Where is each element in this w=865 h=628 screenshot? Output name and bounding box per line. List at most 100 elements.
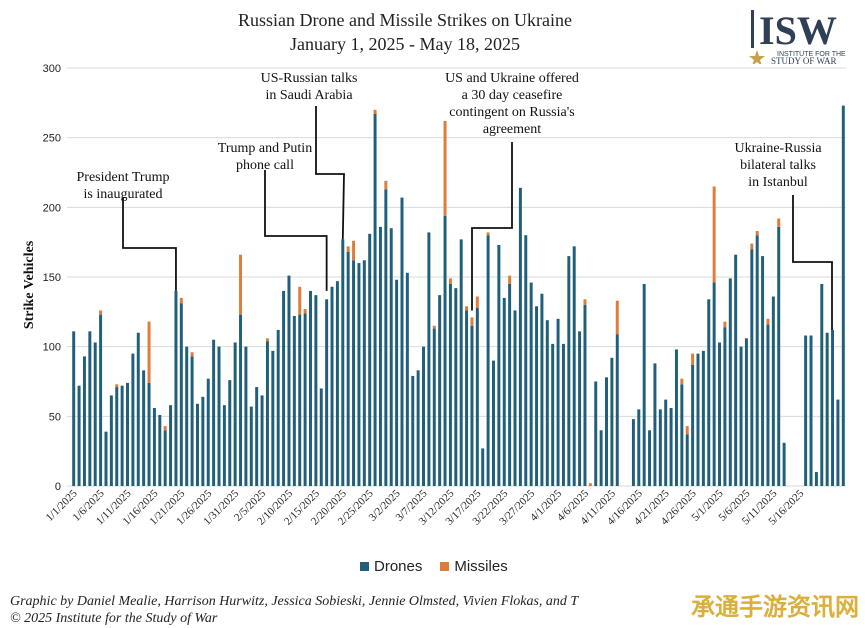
bar-drones bbox=[492, 360, 495, 486]
bar-missiles bbox=[723, 321, 727, 328]
bar-drones bbox=[298, 314, 302, 486]
bar-drones bbox=[631, 419, 635, 486]
y-tick-label: 200 bbox=[43, 202, 61, 214]
bar-drones bbox=[744, 338, 748, 486]
bar-missiles bbox=[298, 286, 302, 315]
logo-main-text: ISW bbox=[759, 8, 837, 53]
bar-drones bbox=[653, 363, 657, 486]
chart-title: Russian Drone and Missile Strikes on Ukr… bbox=[0, 8, 810, 56]
bar-missiles bbox=[685, 426, 689, 435]
bar-missiles bbox=[373, 109, 377, 114]
bar-drones bbox=[674, 349, 678, 486]
bar-drones bbox=[664, 399, 668, 486]
bar-drones bbox=[292, 316, 296, 486]
bar-drones bbox=[276, 329, 280, 486]
bar-drones bbox=[718, 342, 722, 486]
bar-drones bbox=[427, 232, 431, 486]
bar-drones bbox=[475, 307, 479, 486]
bar-drones bbox=[701, 350, 705, 486]
bar-drones bbox=[578, 331, 582, 486]
bar-drones bbox=[508, 283, 512, 486]
bar-drones bbox=[432, 328, 436, 486]
bar-drones bbox=[481, 448, 485, 486]
legend-swatch-missiles bbox=[440, 562, 450, 571]
bar-missiles bbox=[615, 300, 619, 335]
bar-missiles bbox=[352, 240, 356, 261]
bar-drones bbox=[206, 378, 210, 486]
bar-drones bbox=[448, 283, 452, 486]
bar-drones bbox=[685, 434, 689, 486]
bar-drones bbox=[777, 226, 781, 486]
bar-drones bbox=[567, 256, 571, 486]
bar-drones bbox=[561, 343, 565, 486]
bar-missiles bbox=[755, 231, 759, 236]
bar-drones bbox=[109, 395, 113, 486]
bar-drones bbox=[389, 228, 393, 486]
bar-drones bbox=[120, 385, 124, 486]
bar-missiles bbox=[583, 299, 587, 305]
bar-drones bbox=[642, 283, 646, 486]
bar-drones bbox=[212, 339, 216, 486]
credits-line1: Graphic by Daniel Mealie, Harrison Hurwi… bbox=[10, 594, 579, 609]
legend-label-drones: Drones bbox=[374, 558, 423, 575]
y-tick-label: 0 bbox=[55, 481, 61, 493]
bar-missiles bbox=[750, 243, 754, 250]
annotation-text: Ukraine-Russia bbox=[734, 141, 822, 156]
bar-drones bbox=[696, 353, 700, 486]
bar-drones bbox=[486, 235, 490, 486]
bars-layer bbox=[72, 105, 845, 487]
bar-drones bbox=[648, 430, 652, 486]
annotation-text: agreement bbox=[483, 122, 541, 137]
bar-drones bbox=[330, 286, 334, 486]
bar-missiles bbox=[115, 384, 119, 388]
bar-drones bbox=[201, 396, 205, 486]
y-tick-label: 300 bbox=[43, 63, 61, 75]
annotations-layer: President Trump is inaugurated Trump and P… bbox=[77, 71, 833, 330]
bar-missiles bbox=[179, 297, 183, 304]
bar-missiles bbox=[588, 483, 592, 486]
y-tick-label: 250 bbox=[43, 133, 61, 145]
bar-drones bbox=[691, 364, 695, 486]
annotation-text: US-Russian talks bbox=[261, 71, 358, 86]
bar-drones bbox=[465, 310, 469, 486]
annotation-leader-line bbox=[792, 195, 833, 330]
bar-drones bbox=[707, 299, 711, 486]
bar-drones bbox=[502, 297, 506, 486]
bar-drones bbox=[195, 403, 199, 486]
bar-drones bbox=[712, 282, 716, 486]
y-tick-label: 50 bbox=[49, 411, 61, 423]
bar-missiles bbox=[475, 296, 479, 308]
bar-drones bbox=[540, 293, 544, 486]
annotation-text: in Istanbul bbox=[748, 175, 808, 190]
bar-missiles bbox=[680, 378, 684, 385]
bar-drones bbox=[368, 233, 372, 486]
bar-drones bbox=[373, 113, 377, 486]
bar-drones bbox=[378, 226, 382, 486]
bar-drones bbox=[497, 244, 501, 486]
annotation-leader-line bbox=[471, 142, 513, 311]
annotation-text: is inaugurated bbox=[84, 187, 163, 202]
bar-drones bbox=[750, 249, 754, 486]
annotation-text: President Trump bbox=[77, 170, 170, 185]
bar-drones bbox=[222, 405, 226, 486]
bar-drones bbox=[131, 353, 135, 486]
bar-drones bbox=[152, 407, 156, 486]
bar-drones bbox=[319, 388, 323, 486]
bar-missiles bbox=[265, 338, 269, 342]
credits: Graphic by Daniel Mealie, Harrison Hurwi… bbox=[10, 593, 578, 627]
bar-missiles bbox=[777, 218, 781, 227]
bar-missiles bbox=[766, 318, 770, 325]
bar-drones bbox=[518, 187, 522, 486]
bar-drones bbox=[217, 346, 221, 486]
bar-drones bbox=[271, 350, 275, 486]
bar-drones bbox=[282, 290, 286, 486]
bar-drones bbox=[147, 382, 151, 486]
bar-drones bbox=[303, 313, 307, 486]
logo-sub2-text: STUDY OF WAR bbox=[771, 56, 837, 64]
isw-logo: ISW INSTITUTE FOR THE STUDY OF WAR bbox=[749, 8, 846, 64]
annotation-leader-line bbox=[122, 198, 177, 291]
bar-drones bbox=[309, 290, 312, 486]
bar-missiles bbox=[470, 317, 474, 326]
bar-drones bbox=[411, 375, 415, 486]
